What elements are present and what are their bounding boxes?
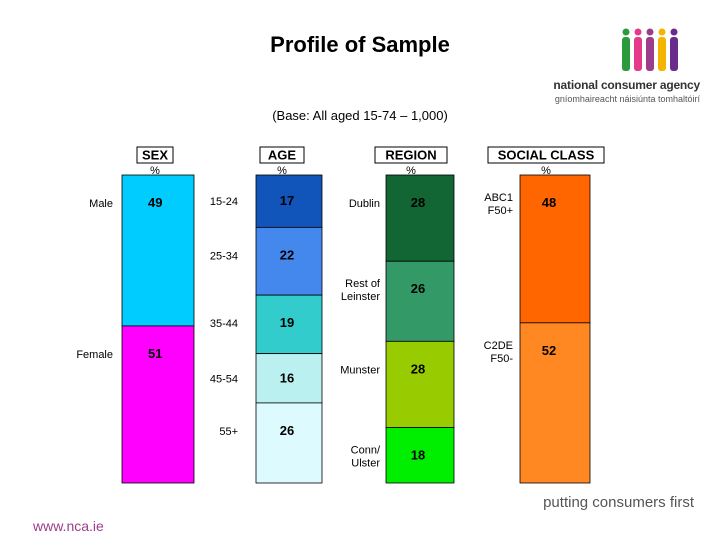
age-45-54-label: 45-54: [210, 373, 238, 385]
age-header: AGE: [268, 148, 297, 163]
sex-male-label: Male: [89, 198, 113, 210]
age-25-34-label: 25-34: [210, 250, 238, 262]
social-class-c2de-f50-value: 52: [542, 343, 556, 358]
sex-male-bar: [121, 174, 195, 327]
age-15-24-value: 17: [280, 193, 294, 208]
social-class-abc1-f50-label-line2: F50+: [488, 205, 513, 217]
region-munster-value: 28: [411, 361, 425, 376]
region-rest-of-leinster-label-line2: Leinster: [341, 291, 380, 303]
social-class-c2de-f50-label-line1: C2DE: [484, 340, 513, 352]
region-percent-sign: %: [406, 165, 416, 177]
region-munster-bar: [385, 340, 455, 428]
page-title: Profile of Sample: [270, 32, 450, 57]
age-55-label: 55+: [219, 426, 238, 438]
age-25-34-value: 22: [280, 247, 294, 262]
region-header: REGION: [385, 148, 436, 163]
social-class-header-box: [487, 146, 605, 164]
people-logo-icon: [622, 28, 678, 71]
age-55-bar: [255, 402, 323, 484]
social-class-c2de-f50-bar: [519, 322, 591, 484]
region-rest-of-leinster-value: 26: [411, 281, 425, 296]
age-55-value: 26: [280, 423, 294, 438]
social-class-percent-sign: %: [541, 165, 551, 177]
age-45-54-bar: [255, 353, 323, 404]
website-link[interactable]: www.nca.ie: [33, 518, 104, 534]
region-dublin-label: Dublin: [349, 198, 380, 210]
logo-name: national consumer agency: [553, 78, 700, 92]
nca-logo: national consumer agency gníomhaireacht …: [540, 28, 700, 108]
sex-header: SEX: [142, 148, 168, 163]
age-15-24-bar: [255, 174, 323, 228]
region-conn-ulster-bar: [385, 427, 455, 484]
region-conn-ulster-label-line1: Conn/: [351, 444, 381, 456]
age-header-box: [259, 146, 305, 164]
social-class-c2de-f50-label-line2: F50-: [490, 353, 513, 365]
sex-female-bar: [121, 325, 195, 484]
chart-subtitle: (Base: All aged 15-74 – 1,000): [272, 108, 448, 123]
logo-subname: gníomhaireacht náisiúnta tomhaltóirí: [554, 94, 700, 104]
social-class-abc1-f50-label-line1: ABC1: [484, 192, 513, 204]
region-conn-ulster-label-line2: Ulster: [351, 457, 380, 469]
age-35-44-value: 19: [280, 315, 294, 330]
region-rest-of-leinster-label-line1: Rest of: [345, 278, 381, 290]
age-25-34-bar: [255, 226, 323, 296]
sex-female-value: 51: [148, 346, 162, 361]
age-15-24-label: 15-24: [210, 196, 238, 208]
social-class-abc1-f50-bar: [519, 174, 591, 324]
social-class-abc1-f50-value: 48: [542, 195, 556, 210]
social-class-header: SOCIAL CLASS: [498, 148, 595, 163]
age-35-44-label: 35-44: [210, 318, 238, 330]
age-percent-sign: %: [277, 165, 287, 177]
age-45-54-value: 16: [280, 370, 294, 385]
region-dublin-bar: [385, 174, 455, 262]
region-munster-label: Munster: [340, 364, 380, 376]
region-conn-ulster-value: 18: [411, 447, 425, 462]
sex-female-label: Female: [76, 349, 113, 361]
sex-header-box: [136, 146, 174, 164]
age-35-44-bar: [255, 294, 323, 355]
region-rest-of-leinster-bar: [385, 260, 455, 342]
sex-percent-sign: %: [150, 165, 160, 177]
tagline: putting consumers first: [543, 494, 694, 511]
sex-male-value: 49: [148, 195, 162, 210]
region-header-box: [374, 146, 448, 164]
region-dublin-value: 28: [411, 195, 425, 210]
